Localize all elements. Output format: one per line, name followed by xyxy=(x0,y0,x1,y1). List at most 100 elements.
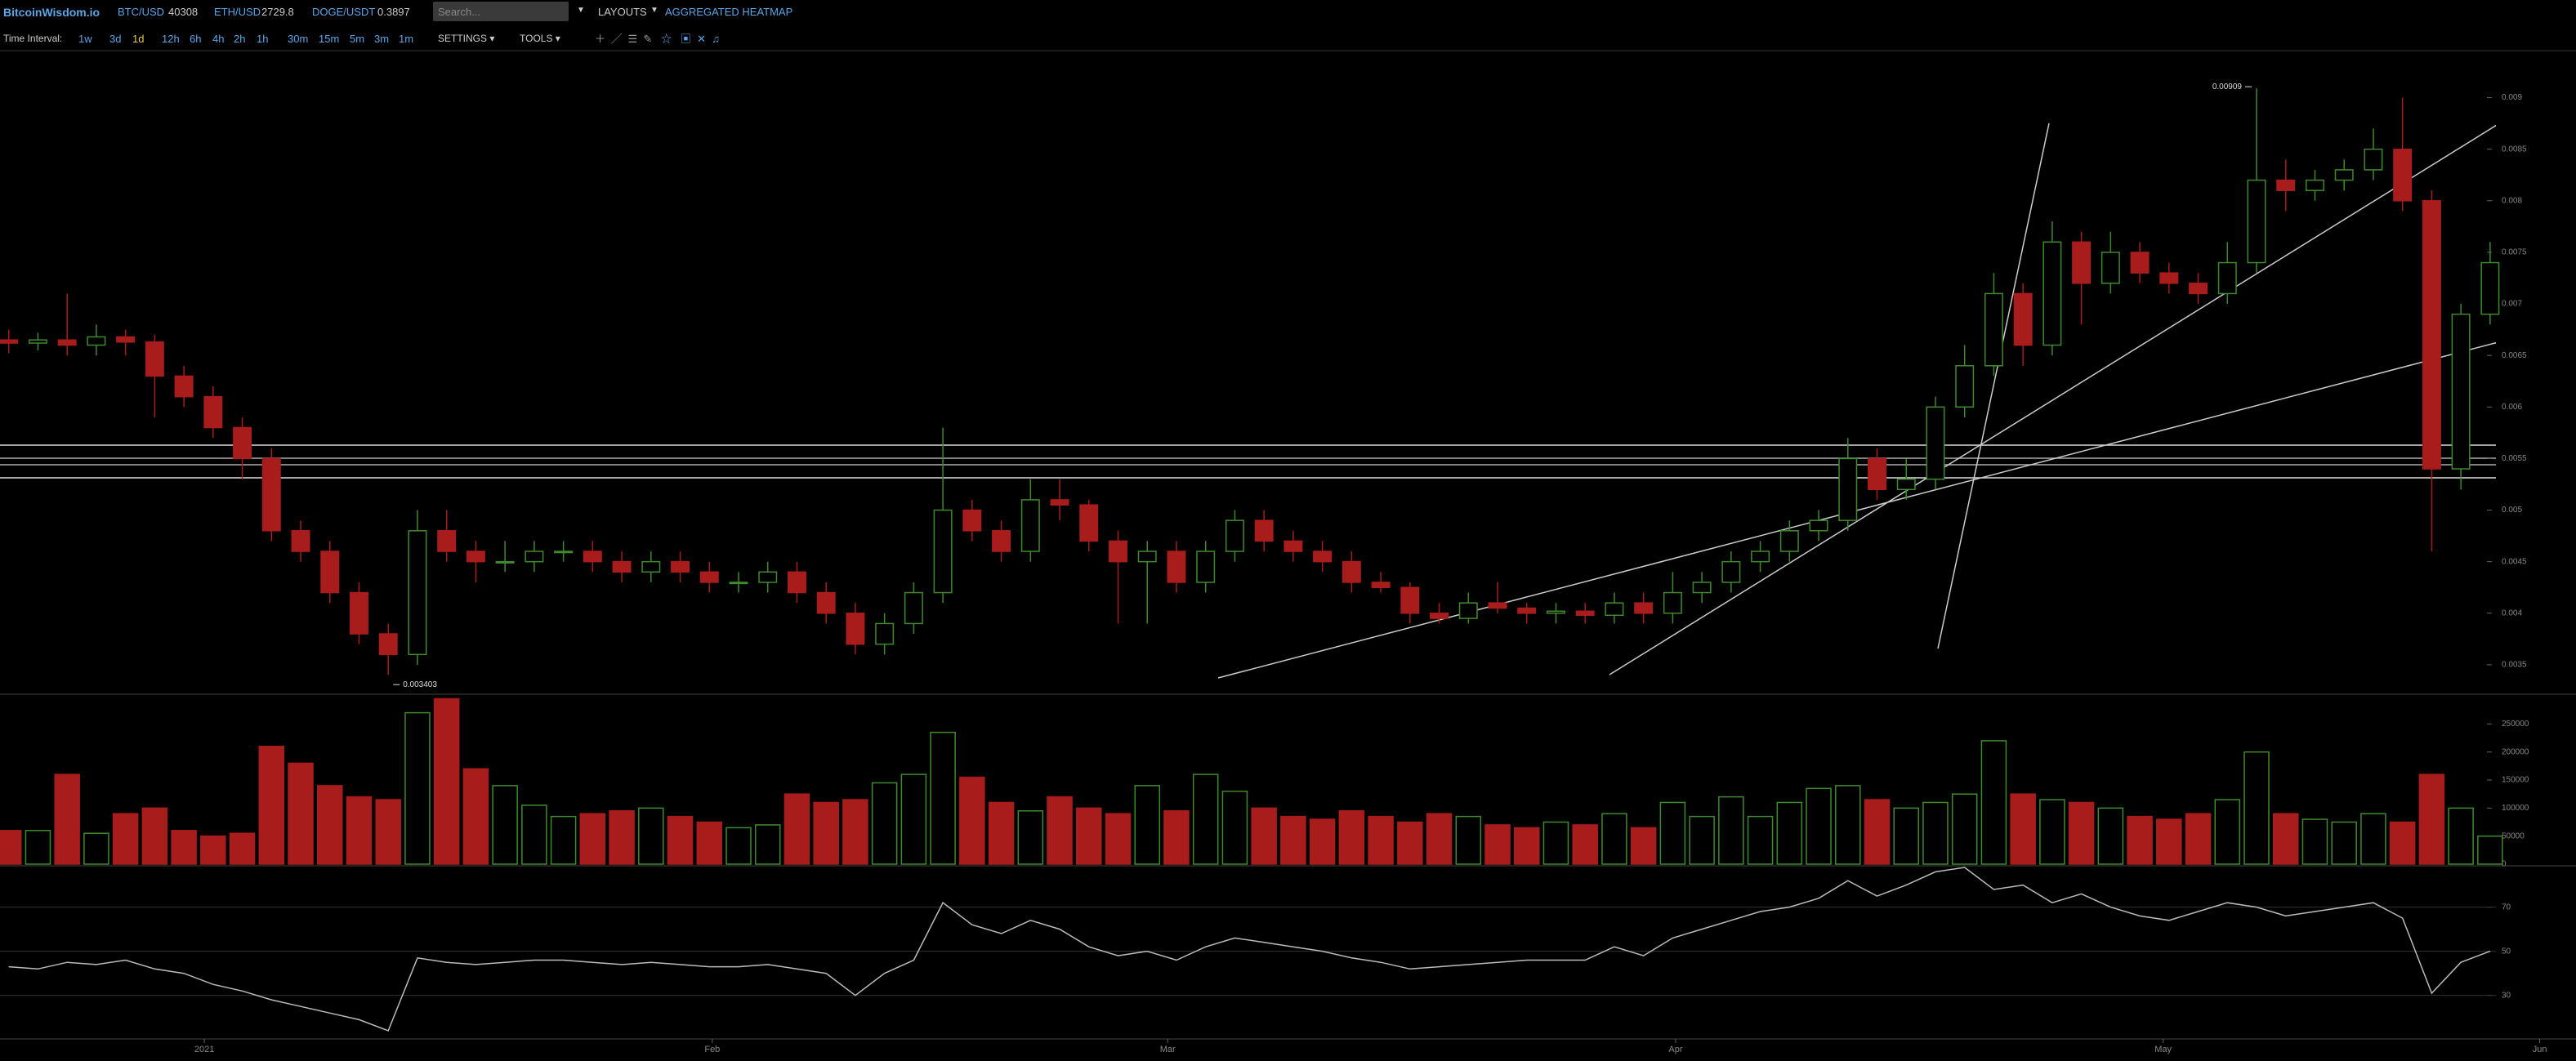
y-tick-label: 0.006 xyxy=(2502,403,2522,412)
trend-line[interactable] xyxy=(1937,123,2050,649)
dropdown-arrow[interactable]: ▼ xyxy=(650,6,659,15)
candle-body xyxy=(466,551,485,563)
candle-body xyxy=(2334,169,2354,181)
low-label: 0.003403 xyxy=(403,680,437,689)
volume-bar xyxy=(696,821,723,865)
trend-line[interactable] xyxy=(1609,118,2507,675)
ticker-pair[interactable]: ETH/USD xyxy=(214,6,261,18)
candle-body xyxy=(2422,200,2441,470)
interval-button[interactable]: 4h xyxy=(212,33,225,45)
tools-menu[interactable]: TOOLS ▾ xyxy=(520,33,560,44)
x-tick-label: Apr xyxy=(1668,1045,1682,1054)
interval-button[interactable]: 1h xyxy=(257,33,269,45)
candle-body xyxy=(495,560,515,564)
interval-button[interactable]: 12h xyxy=(162,33,180,45)
volume-bar xyxy=(609,810,635,865)
volume-bar xyxy=(784,793,810,865)
candle-body xyxy=(1809,519,1828,532)
interval-button[interactable]: 5m xyxy=(350,33,365,45)
candle-body xyxy=(1575,610,1595,617)
candle-body xyxy=(0,339,19,344)
interval-button[interactable]: 1w xyxy=(78,33,92,45)
search-box[interactable]: Search... xyxy=(433,2,569,21)
volume-bar xyxy=(1076,807,1102,865)
brand[interactable]: BitcoinWisdom.io xyxy=(3,6,100,19)
candle-body xyxy=(1692,582,1712,594)
candle-body xyxy=(1751,551,1770,563)
candle-body xyxy=(1926,406,1945,480)
volume-bar xyxy=(141,807,168,865)
candle-body xyxy=(1605,602,1624,617)
tool-icons[interactable]: ＋ ╱ ☰ ✎ ☆ ▣ ✕ ♫ xyxy=(595,33,720,45)
volume-bar xyxy=(346,796,373,865)
ticker-pair[interactable]: BTC/USD xyxy=(118,6,165,18)
trend-line[interactable] xyxy=(1217,340,2507,679)
interval-button[interactable]: 1m xyxy=(399,33,414,45)
volume-bar xyxy=(1309,818,1336,865)
dropdown-arrow[interactable]: ▼ xyxy=(577,6,585,15)
volume-bar xyxy=(2185,813,2212,865)
x-tick-label: May xyxy=(2154,1045,2172,1054)
candle-body xyxy=(992,530,1011,552)
y-tick-label: 30 xyxy=(2502,991,2511,1000)
candle-body xyxy=(2101,252,2120,284)
interval-button[interactable]: 2h xyxy=(234,33,246,45)
interval-button[interactable]: 1d xyxy=(132,33,145,45)
volume-bar xyxy=(1163,810,1190,865)
high-label: 0.00909 xyxy=(2212,82,2243,91)
volume-bar xyxy=(200,835,226,865)
volume-bar xyxy=(2156,818,2182,865)
volume-bar xyxy=(2127,815,2153,865)
settings-menu[interactable]: SETTINGS ▾ xyxy=(438,33,495,44)
ticker-pair[interactable]: DOGE/USDT xyxy=(312,6,376,18)
volume-bar xyxy=(1368,815,1394,865)
volume-bar xyxy=(667,815,694,865)
y-tick-label: 0 xyxy=(2502,860,2507,869)
y-tick-label: 50 xyxy=(2502,947,2511,956)
volume-bar xyxy=(1864,799,1891,865)
candle-body xyxy=(1313,551,1333,563)
y-tick-label: 0.009 xyxy=(2502,93,2522,102)
volume-bar xyxy=(25,830,51,865)
volume-bar xyxy=(1951,793,1978,865)
volume-bar xyxy=(433,698,460,865)
rsi-line xyxy=(8,867,2491,1032)
y-tick-label: 150000 xyxy=(2502,776,2529,785)
candle-body xyxy=(291,530,310,552)
candle-body xyxy=(174,375,194,398)
interval-button[interactable]: 3d xyxy=(109,33,122,45)
candle-body xyxy=(145,341,164,377)
candle-body xyxy=(1488,602,1507,609)
candle-body xyxy=(1167,551,1186,583)
candle-body xyxy=(320,551,340,594)
layouts-menu[interactable]: LAYOUTS xyxy=(598,6,647,18)
volume-bar xyxy=(171,830,197,865)
interval-button[interactable]: 3m xyxy=(374,33,390,45)
volume-bar xyxy=(579,813,606,865)
candle-body xyxy=(350,591,368,635)
interval-button[interactable]: 6h xyxy=(190,33,202,45)
volume-bar xyxy=(2097,807,2124,865)
candle-body xyxy=(1050,499,1069,506)
interval-button[interactable]: 30m xyxy=(288,33,309,45)
volume-bar xyxy=(2039,799,2065,865)
volume-bar xyxy=(1397,821,1423,865)
candle-body xyxy=(1254,519,1274,542)
heatmap-link[interactable]: AGGREGATED HEATMAP xyxy=(665,6,793,18)
candle-body xyxy=(1284,540,1303,552)
volume-bar xyxy=(988,801,1015,865)
candle-body xyxy=(554,551,574,554)
interval-button[interactable]: 15m xyxy=(319,33,340,45)
volume-bar xyxy=(900,773,927,865)
y-tick-label: 0.0065 xyxy=(2502,351,2527,360)
volume-bar xyxy=(112,813,139,865)
tools-label: TOOLS xyxy=(520,33,553,44)
ticker-price: 0.3897 xyxy=(377,6,410,18)
x-tick-label: Feb xyxy=(704,1045,720,1054)
volume-bar xyxy=(2418,773,2445,865)
candle-body xyxy=(1896,478,1916,491)
candle-body xyxy=(816,591,836,614)
volume-bar xyxy=(930,731,956,865)
candle-body xyxy=(203,395,223,429)
